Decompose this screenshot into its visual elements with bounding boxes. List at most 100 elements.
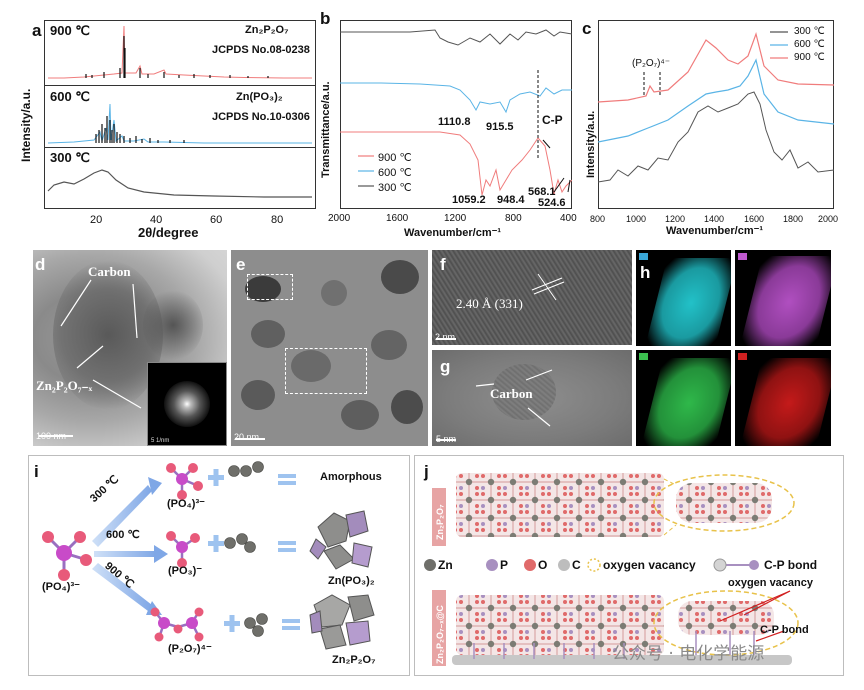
route-product-po3: (PO₃)⁻	[168, 565, 203, 577]
raman-xtick-1800: 1800	[783, 214, 804, 224]
panel-label-d: d	[35, 255, 46, 274]
tem-image-f	[432, 250, 632, 345]
xrd-plot-frame	[44, 20, 316, 209]
scheme-j-frame	[414, 455, 844, 676]
legend-oxygen-vacancy: oxygen vacancy	[603, 558, 696, 572]
tem-f-scale: 2 nm	[435, 332, 456, 342]
panel-label-i: i	[34, 462, 39, 481]
ftir-xtick-2000: 2000	[328, 213, 351, 224]
tem-g-carbon: Carbon	[490, 386, 533, 401]
tem-d-scale: 100 nm	[36, 431, 67, 441]
tem-d-carbon: Carbon	[88, 264, 131, 279]
legend-zn: Zn	[438, 558, 453, 572]
model-tag-top	[432, 488, 446, 546]
panel-label-a: a	[32, 21, 42, 40]
panel-label-f: f	[440, 255, 446, 274]
xrd-divider-1	[44, 85, 316, 86]
structure-models	[424, 473, 799, 665]
xrd-phase-900: Zn₂P₂O₇	[245, 24, 289, 36]
eds-map-p	[735, 250, 831, 346]
eds-map-zn	[636, 250, 731, 346]
tem-image-g	[432, 350, 632, 446]
xrd-jcpds-900: JCPDS No.08-0238	[212, 44, 310, 56]
tem-d-zn-label: Zn₂P₂O₇₋ₓ	[36, 378, 93, 393]
xrd-temp-600: 600 ℃	[50, 89, 90, 104]
route-product-po4: (PO₄)³⁻	[167, 498, 205, 510]
route-result-zn2p2o7: Zn₂P₂O₇	[332, 654, 376, 666]
legend-p: P	[500, 558, 509, 572]
ftir-peak-915: 915.5	[486, 121, 514, 133]
ftir-ylabel: Transmittance/a.u.	[320, 81, 332, 178]
eds-zn-tag	[639, 253, 648, 260]
tem-f-dspacing: 2.40 Å (331)	[456, 296, 523, 311]
eds-map-c	[735, 350, 831, 446]
ftir-peak-948: 948.4	[497, 194, 525, 206]
ftir-cp-label: C-P	[542, 113, 563, 127]
raman-ylabel: Intensity/a.u.	[585, 110, 597, 178]
ftir-xtick-800: 800	[505, 213, 522, 224]
raman-xtick-1200: 1200	[665, 214, 686, 224]
legend-o: O	[538, 558, 548, 572]
ftir-xtick-1600: 1600	[386, 213, 409, 224]
eds-c-tag	[738, 353, 747, 360]
ftir-xtick-1200: 1200	[444, 213, 467, 224]
panel-label-j: j	[424, 462, 429, 481]
model-tag-bottom	[432, 590, 446, 666]
xrd-jcpds-600: JCPDS No.10-0306	[212, 111, 310, 123]
raman-xtick-1600: 1600	[744, 214, 765, 224]
scheme-i-frame	[28, 455, 410, 676]
xrd-patterns	[47, 25, 312, 198]
raman-legend-300: 300 ℃	[794, 26, 825, 37]
zn2p2o7-crystal	[309, 594, 375, 650]
ftir-xtick-400: 400	[560, 213, 577, 224]
eds-map-o	[636, 350, 731, 446]
callout-cp-bond: C-P bond	[760, 624, 809, 636]
hrtem-box-g	[285, 348, 367, 394]
eds-p-tag	[738, 253, 747, 260]
panel-label-g: g	[440, 357, 451, 376]
tem-image-e	[231, 250, 428, 446]
jcpds-ticks-600	[95, 116, 185, 143]
jcpds-ticks-900	[85, 36, 269, 78]
watermark: 公众号 · 电化学能源	[612, 644, 765, 664]
xrd-xtick-40: 40	[150, 214, 163, 226]
saed-scale: 5 1/nm	[151, 438, 170, 444]
eds-o-tag	[639, 353, 648, 360]
xrd-xtick-80: 80	[271, 214, 284, 226]
callout-oxygen-vacancy: oxygen vacancy	[728, 577, 813, 589]
tem-image-d: 5 1/nm	[33, 250, 227, 446]
raman-spectra	[598, 31, 834, 183]
xrd-temp-300: 300 ℃	[50, 150, 90, 165]
ftir-peak-1059: 1059.2	[452, 194, 486, 206]
route-result-znpo3: Zn(PO₃)₂	[328, 575, 375, 587]
ftir-xlabel: Wavenumber/cm⁻¹	[404, 227, 502, 239]
po4-start	[42, 531, 92, 581]
raman-legend-900: 900 ℃	[794, 52, 825, 63]
raman-xtick-1400: 1400	[704, 214, 725, 224]
hrtem-box-f	[247, 274, 293, 300]
xrd-xlabel: 2θ/degree	[138, 225, 199, 240]
ftir-peak-524: 524.6	[538, 197, 566, 209]
ftir-peak-568: 568.1	[528, 186, 556, 198]
raman-plot-frame	[598, 20, 834, 209]
xrd-divider-2	[44, 147, 316, 148]
raman-p2o7-label: (P₂O₇)⁴⁻	[632, 58, 671, 69]
xrd-phase-600: Zn(PO₃)₂	[236, 91, 283, 103]
xrd-xtick-60: 60	[210, 214, 223, 226]
xrd-xtick-20: 20	[90, 214, 103, 226]
ftir-peak-1110: 1110.8	[438, 116, 471, 128]
xrd-ylabel: Intensity/a.u.	[19, 88, 33, 162]
xrd-temp-900: 900 ℃	[50, 23, 90, 38]
znpo3-crystal	[309, 510, 373, 570]
scheme-start-po4: (PO₄)³⁻	[42, 581, 80, 593]
legend-cp-bond: C-P bond	[764, 558, 818, 572]
ftir-legend-600: 600 ℃	[378, 167, 412, 179]
ftir-legend-300: 300 ℃	[378, 182, 412, 194]
route-product-p2o7: (P₂O₇)⁴⁻	[168, 643, 212, 655]
route-temp-600: 600 ℃	[106, 529, 140, 541]
raman-xtick-1000: 1000	[626, 214, 647, 224]
tem-e-scale: 20 nm	[234, 432, 260, 442]
saed-inset: 5 1/nm	[147, 362, 227, 446]
ftir-legend-900: 900 ℃	[378, 152, 412, 164]
raman-xtick-800: 800	[590, 214, 606, 224]
